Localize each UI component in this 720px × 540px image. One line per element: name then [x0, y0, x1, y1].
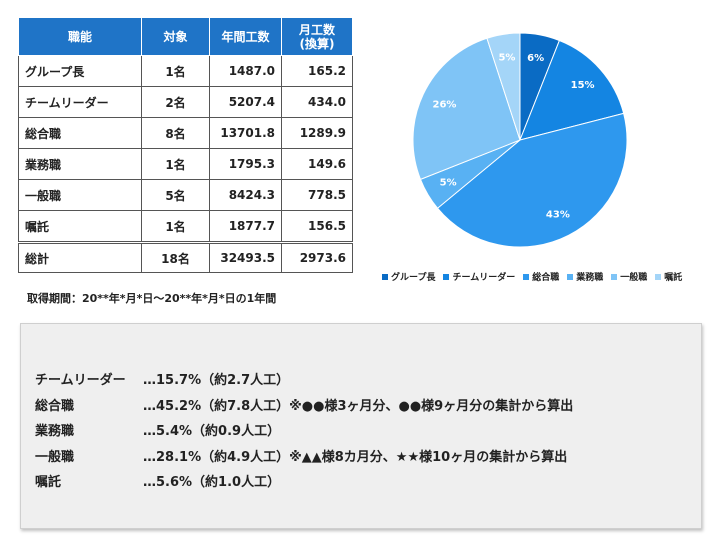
note-text: …5.6%（約1.0人工） [143, 475, 281, 490]
table-row: 業務職 1名 1795.3 149.6 [18, 148, 353, 180]
note-text: …45.2%（約7.8人工）※●●様3ヶ月分、●●様9ヶ月分の集計から算出 [143, 399, 574, 414]
total-monthly-cell: 2973.6 [281, 241, 353, 273]
note-role: 総合職 [35, 399, 75, 414]
legend-label: 嘱託 [664, 273, 683, 283]
note-role: 嘱託 [35, 475, 62, 490]
header-monthly: 月工数 (換算) [281, 17, 353, 56]
pie-slice-label: 15% [571, 80, 595, 91]
annual-cell: 8424.3 [209, 179, 282, 211]
pie-chart: 6% 15% 43% 5% 26% 5% [412, 32, 628, 248]
legend-item: 一般職 [611, 270, 647, 283]
note-row: 一般職 …28.1%（約4.9人工）※▲▲様8カ月分、★★様10ヶ月の集計から算出 [35, 446, 567, 465]
monthly-cell: 156.5 [281, 210, 353, 243]
role-cell: 嘱託 [18, 210, 142, 243]
legend-label: グループ長 [391, 273, 436, 283]
count-cell: 1名 [141, 55, 210, 87]
table-row: チームリーダー 2名 5207.4 434.0 [18, 86, 353, 118]
pie-slice-label: 5% [498, 53, 515, 64]
role-cell: 総合職 [18, 117, 142, 149]
note-role: チームリーダー [35, 373, 126, 388]
pie-slice-label: 5% [440, 177, 457, 188]
note-text: …15.7%（約2.7人工） [143, 373, 290, 388]
legend-label: 総合職 [532, 273, 560, 283]
note-role: 一般職 [35, 450, 75, 465]
legend-label: 一般職 [620, 273, 648, 283]
role-cell: 業務職 [18, 148, 142, 180]
pie-slice [412, 37, 521, 181]
annual-cell: 13701.8 [209, 117, 282, 149]
pie-slice-label: 26% [433, 99, 457, 110]
notes-panel: チームリーダー …15.7%（約2.7人工） 総合職 …45.2%（約7.8人工）※… [20, 323, 702, 529]
table-row: 嘱託 1名 1877.7 156.5 [18, 210, 353, 243]
header-count: 対象 [141, 17, 210, 56]
legend-swatch [611, 273, 618, 280]
note-role: 業務職 [35, 424, 75, 439]
legend-swatch [655, 273, 662, 280]
total-count-cell: 18名 [141, 241, 210, 273]
legend-swatch [523, 273, 530, 280]
header-annual: 年間工数 [209, 17, 282, 56]
annual-cell: 1877.7 [209, 210, 282, 243]
table-row: 一般職 5名 8424.3 778.5 [18, 179, 353, 211]
count-cell: 2名 [141, 86, 210, 118]
count-cell: 1名 [141, 210, 210, 243]
count-cell: 1名 [141, 148, 210, 180]
monthly-cell: 149.6 [281, 148, 353, 180]
pie-slice [486, 32, 521, 141]
legend-item: チームリーダー [443, 270, 515, 283]
table-row: グループ長 1名 1487.0 165.2 [18, 55, 353, 87]
monthly-cell: 434.0 [281, 86, 353, 118]
legend-item: 嘱託 [655, 270, 682, 283]
annual-cell: 1487.0 [209, 55, 282, 87]
note-row: チームリーダー …15.7%（約2.7人工） [35, 369, 289, 388]
total-row: 総計 18名 32493.5 2973.6 [18, 241, 353, 273]
note-text: …28.1%（約4.9人工）※▲▲様8カ月分、★★様10ヶ月の集計から算出 [143, 450, 568, 465]
legend-label: 業務職 [576, 273, 604, 283]
note-row: 業務職 …5.4%（約0.9人工） [35, 420, 280, 439]
header-role: 職能 [18, 17, 142, 56]
count-cell: 5名 [141, 179, 210, 211]
headcount-table: 職能 対象 年間工数 月工数 (換算) グループ長 1名 1487.0 165.… [18, 17, 353, 273]
note-row: 総合職 …45.2%（約7.8人工）※●●様3ヶ月分、●●様9ヶ月分の集計から算出 [35, 395, 573, 414]
total-role-cell: 総計 [18, 241, 142, 273]
collection-period: 取得期間：20**年*月*日～20**年*月*日の1年間 [27, 292, 277, 305]
count-cell: 8名 [141, 117, 210, 149]
legend-swatch [567, 273, 574, 280]
role-cell: 一般職 [18, 179, 142, 211]
table-row: 総合職 8名 13701.8 1289.9 [18, 117, 353, 149]
pie-slice-label: 6% [527, 53, 544, 64]
note-row: 嘱託 …5.6%（約1.0人工） [35, 471, 280, 490]
legend-item: グループ長 [382, 270, 435, 283]
total-annual-cell: 32493.5 [209, 241, 282, 273]
legend-swatch [443, 273, 450, 280]
pie-slice [519, 39, 625, 141]
annual-cell: 5207.4 [209, 86, 282, 118]
legend-label: チームリーダー [452, 273, 516, 283]
note-text: …5.4%（約0.9人工） [143, 424, 281, 439]
legend-item: 総合職 [523, 270, 559, 283]
role-cell: グループ長 [18, 55, 142, 87]
legend-item: 業務職 [567, 270, 603, 283]
chart-legend: グループ長 チームリーダー 総合職 業務職 一般職 嘱託 [382, 270, 682, 283]
role-cell: チームリーダー [18, 86, 142, 118]
monthly-cell: 778.5 [281, 179, 353, 211]
monthly-cell: 165.2 [281, 55, 353, 87]
pie-slice [436, 112, 628, 248]
monthly-cell: 1289.9 [281, 117, 353, 149]
pie-slice-label: 43% [546, 209, 570, 220]
annual-cell: 1795.3 [209, 148, 282, 180]
legend-swatch [382, 273, 388, 280]
